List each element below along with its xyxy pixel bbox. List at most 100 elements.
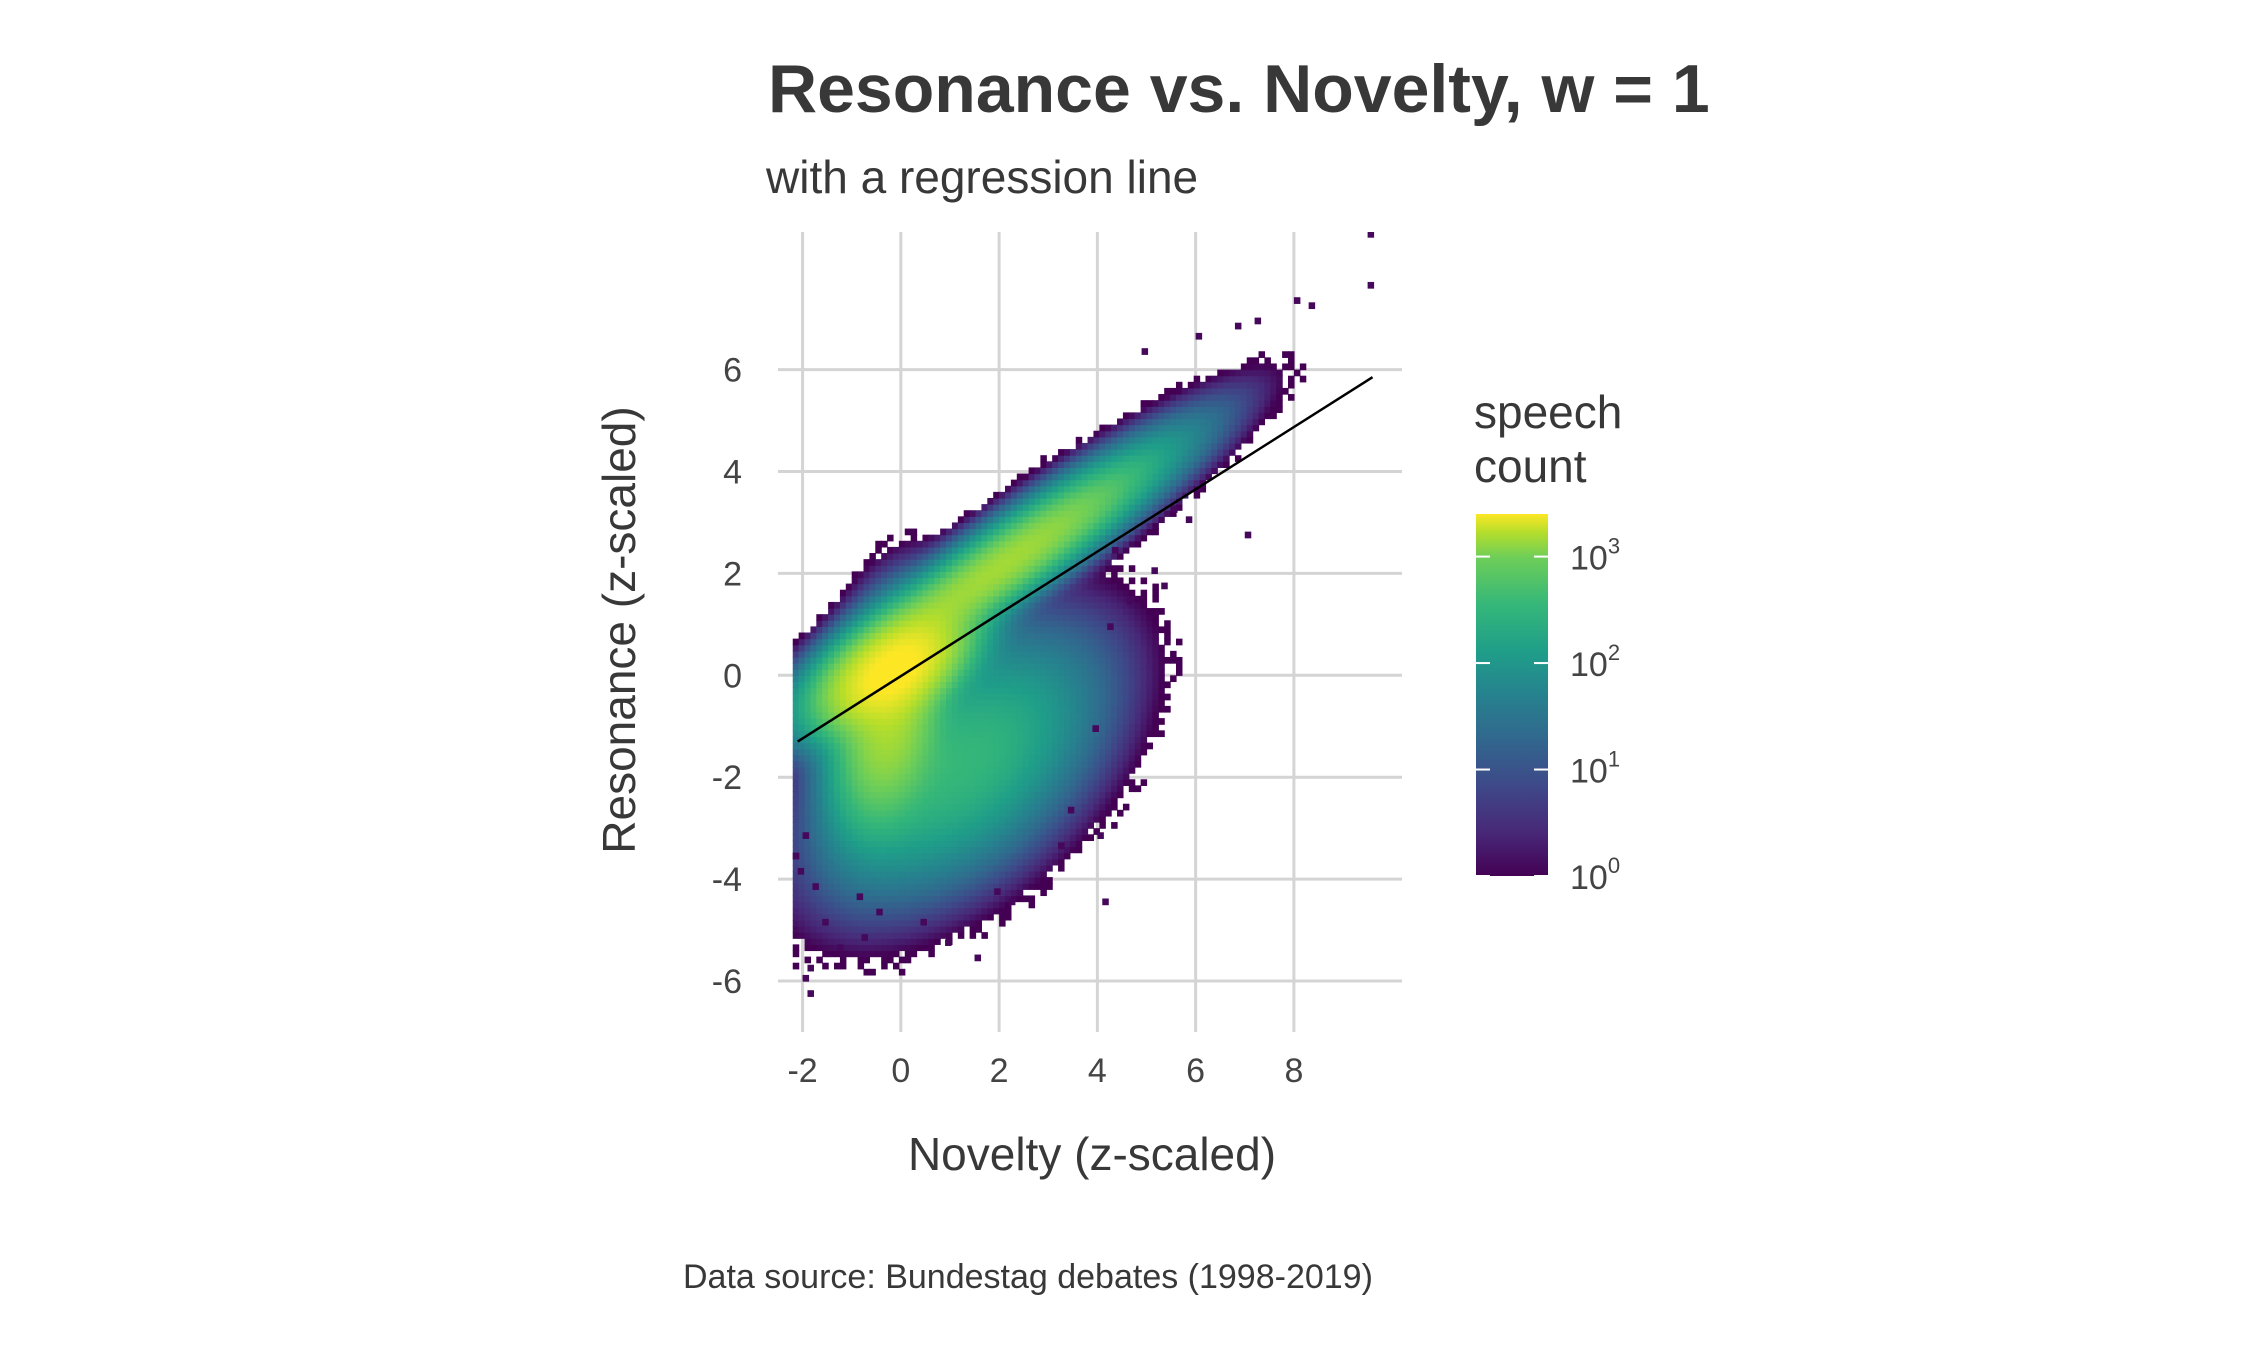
density-bin [1004, 583, 1012, 591]
density-bin [892, 883, 900, 890]
density-bin [1022, 571, 1030, 579]
density-bin [1034, 546, 1041, 554]
density-bin [869, 754, 876, 762]
density-bin [1063, 693, 1071, 701]
density-bin [975, 889, 983, 897]
density-bin [1134, 632, 1142, 640]
density-bin [963, 791, 971, 799]
density-bin [1122, 430, 1130, 438]
density-bin [1140, 779, 1148, 786]
density-bin [981, 815, 988, 823]
density-bin [1152, 730, 1159, 738]
density-bin [1058, 644, 1065, 652]
density-bin [1052, 809, 1059, 817]
density-bin [898, 913, 906, 921]
density-bin [1093, 797, 1100, 805]
density-bin [1028, 840, 1036, 848]
density-bin [1087, 467, 1095, 475]
density-bin [1028, 650, 1036, 658]
density-bin [1010, 877, 1018, 884]
density-bin [981, 846, 988, 854]
density-bin [1040, 638, 1047, 646]
density-bin [1117, 718, 1124, 725]
density-bin [1016, 742, 1024, 750]
density-bin [1140, 510, 1148, 517]
density-bin [922, 577, 929, 585]
density-bin [1229, 418, 1236, 426]
density-bin [1028, 577, 1036, 585]
density-bin [1105, 663, 1112, 670]
density-bin [1105, 589, 1112, 597]
density-bin [934, 760, 941, 768]
density-bin [951, 864, 959, 872]
density-bin [1093, 809, 1100, 817]
density-bin [1034, 815, 1041, 823]
density-bin [946, 687, 953, 695]
density-bin [1205, 467, 1212, 475]
density-bin [904, 889, 912, 897]
density-bin [1075, 504, 1083, 511]
density-bin [1111, 479, 1118, 487]
density-bin [969, 736, 977, 744]
density-bin [904, 864, 912, 872]
density-bin [898, 742, 906, 750]
density-bin [910, 632, 918, 640]
density-bin [969, 553, 977, 560]
density-bin [1040, 828, 1047, 835]
density-bin [857, 858, 865, 866]
density-bin [934, 913, 941, 921]
density-bin [987, 895, 994, 903]
density-bin [1117, 455, 1124, 462]
density-bin [1004, 815, 1012, 823]
density-bin [851, 656, 859, 664]
density-bin [910, 932, 918, 939]
density-bin [1046, 504, 1053, 511]
density-bin [1128, 650, 1136, 658]
density-bin [1058, 785, 1065, 793]
density-bin [1046, 754, 1053, 762]
density-bin [1199, 406, 1207, 413]
density-bin [1164, 387, 1171, 395]
density-bin [1046, 553, 1053, 560]
density-bin [1034, 553, 1041, 560]
density-bin [816, 883, 823, 890]
density-bin [1087, 742, 1095, 750]
density-bin [928, 907, 935, 915]
density-bin [851, 889, 859, 897]
density-bin [916, 938, 924, 945]
density-bin [857, 822, 865, 829]
density-bin [1093, 656, 1100, 664]
density-bin [1081, 638, 1089, 646]
density-bin [1040, 852, 1047, 860]
density-bin [1117, 791, 1124, 799]
density-bin [1046, 540, 1053, 548]
density-bin [1146, 424, 1153, 432]
density-bin [1010, 644, 1018, 652]
density-bin [1187, 442, 1195, 450]
density-bin [887, 736, 894, 744]
density-bin [969, 846, 977, 854]
density-bin [828, 712, 835, 719]
density-bin [822, 650, 829, 658]
density-bin [993, 571, 1000, 579]
density-bin [1175, 504, 1183, 511]
density-bin [981, 589, 988, 597]
density-bin [881, 870, 888, 878]
density-bin [910, 791, 918, 799]
density-bin [792, 858, 800, 866]
density-bin [804, 932, 812, 939]
density-bin [1022, 712, 1030, 719]
density-bin [1087, 748, 1095, 756]
density-bin [1193, 473, 1201, 481]
density-bin [934, 693, 941, 701]
density-bin [1152, 595, 1159, 603]
density-bin [1117, 442, 1124, 450]
density-bin [1087, 724, 1095, 731]
density-bin [1205, 455, 1212, 462]
density-bin [828, 601, 835, 609]
density-bin [1175, 485, 1183, 493]
density-bin [887, 565, 894, 572]
density-bin [802, 974, 810, 982]
density-bin [1058, 736, 1065, 744]
density-bin [792, 656, 800, 664]
